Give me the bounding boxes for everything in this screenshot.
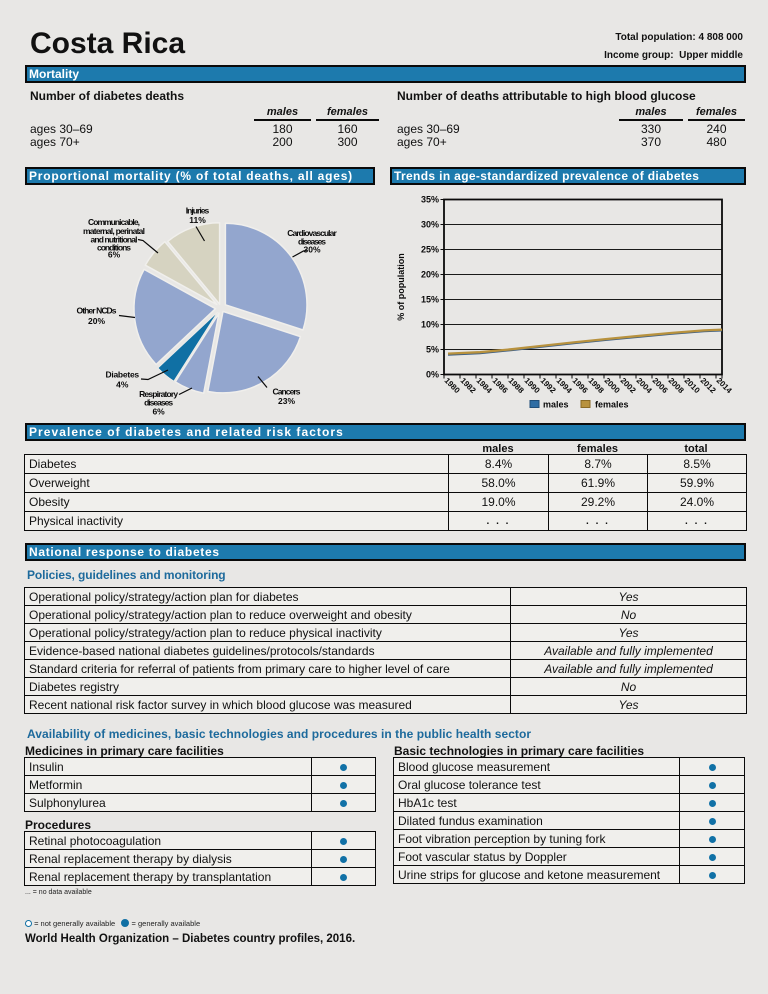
svg-text:1986: 1986 xyxy=(491,376,510,395)
svg-text:diseases: diseases xyxy=(144,398,173,408)
svg-text:5%: 5% xyxy=(426,345,439,355)
svg-text:males: males xyxy=(543,400,569,410)
svg-text:10%: 10% xyxy=(421,320,439,330)
svg-text:6%: 6% xyxy=(108,250,121,260)
svg-text:Other NCDs: Other NCDs xyxy=(77,306,117,316)
svg-text:maternal, perinatal: maternal, perinatal xyxy=(83,226,145,236)
svg-text:% of population: % of population xyxy=(396,253,406,321)
svg-text:Injuries: Injuries xyxy=(186,206,210,216)
svg-text:Diabetes: Diabetes xyxy=(105,370,139,380)
svg-text:2010: 2010 xyxy=(683,376,702,395)
svg-text:20%: 20% xyxy=(88,316,105,326)
svg-text:2006: 2006 xyxy=(651,376,670,395)
svg-text:conditions: conditions xyxy=(97,243,131,253)
svg-text:30%: 30% xyxy=(421,220,439,230)
svg-text:and nutritional: and nutritional xyxy=(91,235,138,245)
svg-text:1996: 1996 xyxy=(571,376,590,395)
svg-text:25%: 25% xyxy=(421,245,439,255)
svg-text:Communicable,: Communicable, xyxy=(88,217,140,227)
svg-text:2014: 2014 xyxy=(715,376,734,395)
svg-text:Respiratory: Respiratory xyxy=(139,389,178,399)
svg-text:1980: 1980 xyxy=(443,376,462,395)
svg-text:1998: 1998 xyxy=(587,376,606,395)
svg-text:11%: 11% xyxy=(189,215,206,225)
svg-text:1994: 1994 xyxy=(555,376,574,395)
svg-text:4%: 4% xyxy=(116,380,129,390)
svg-text:Cancers: Cancers xyxy=(273,387,301,397)
svg-text:1984: 1984 xyxy=(475,376,494,395)
svg-text:0%: 0% xyxy=(426,370,439,380)
svg-text:1992: 1992 xyxy=(539,376,558,395)
svg-text:30%: 30% xyxy=(303,245,320,255)
svg-text:1982: 1982 xyxy=(459,376,478,395)
svg-text:females: females xyxy=(595,400,629,410)
svg-text:35%: 35% xyxy=(421,195,439,205)
svg-text:15%: 15% xyxy=(421,295,439,305)
svg-text:6%: 6% xyxy=(152,406,165,416)
svg-text:23%: 23% xyxy=(278,396,295,406)
svg-text:1988: 1988 xyxy=(507,376,526,395)
svg-text:2008: 2008 xyxy=(667,376,686,395)
svg-text:20%: 20% xyxy=(421,270,439,280)
svg-text:2004: 2004 xyxy=(635,376,654,395)
svg-text:2012: 2012 xyxy=(699,376,718,395)
svg-text:diseases: diseases xyxy=(298,237,326,247)
svg-text:2002: 2002 xyxy=(619,376,638,395)
svg-text:Cardiovascular: Cardiovascular xyxy=(287,228,337,238)
svg-text:2000: 2000 xyxy=(603,376,622,395)
svg-text:1990: 1990 xyxy=(523,376,542,395)
